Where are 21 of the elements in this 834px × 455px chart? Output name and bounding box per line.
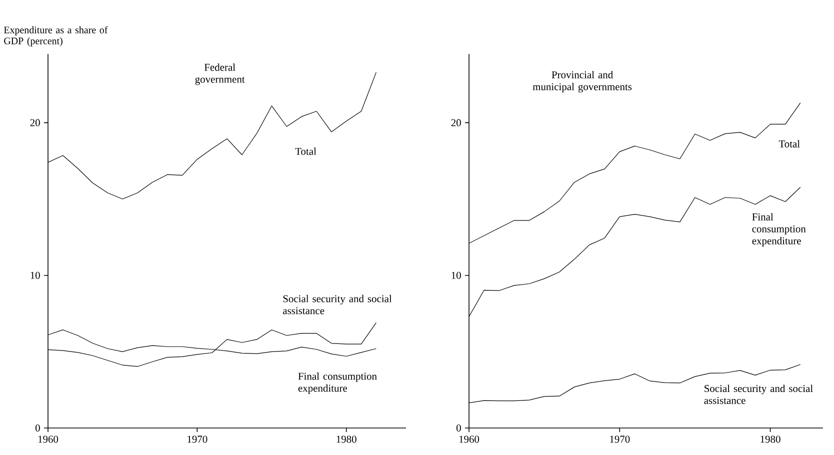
series-label: Final consumption expenditure <box>752 213 806 246</box>
x-tick-label: 1970 <box>610 436 630 443</box>
y-axis-title: Expenditure as a share of GDP (percent) <box>4 26 108 46</box>
x-tick-label: 1960 <box>38 436 58 443</box>
x-tick-label: 1980 <box>336 436 356 443</box>
text: Total <box>295 148 316 155</box>
y-tick-label: 0 <box>456 424 461 432</box>
series-label: Social security and social assistance <box>283 294 392 314</box>
y-tick-label: 10 <box>452 272 461 279</box>
x-tick-label: 1980 <box>760 436 780 443</box>
series-label: Total <box>778 140 800 148</box>
y-tick-label: 20 <box>30 119 40 126</box>
text: Provincial and municipal governments <box>532 70 632 92</box>
y-tick-label: 20 <box>451 119 461 126</box>
series-label: Social security and social assistance <box>704 384 813 404</box>
text: Final consumption expenditure <box>298 372 377 394</box>
text: Federal government <box>195 63 245 85</box>
x-tick-label: 1970 <box>188 436 208 443</box>
y-tick-label: 0 <box>35 424 40 432</box>
y-tick-label: 10 <box>30 272 40 279</box>
x-tick-label: 1960 <box>459 436 480 443</box>
